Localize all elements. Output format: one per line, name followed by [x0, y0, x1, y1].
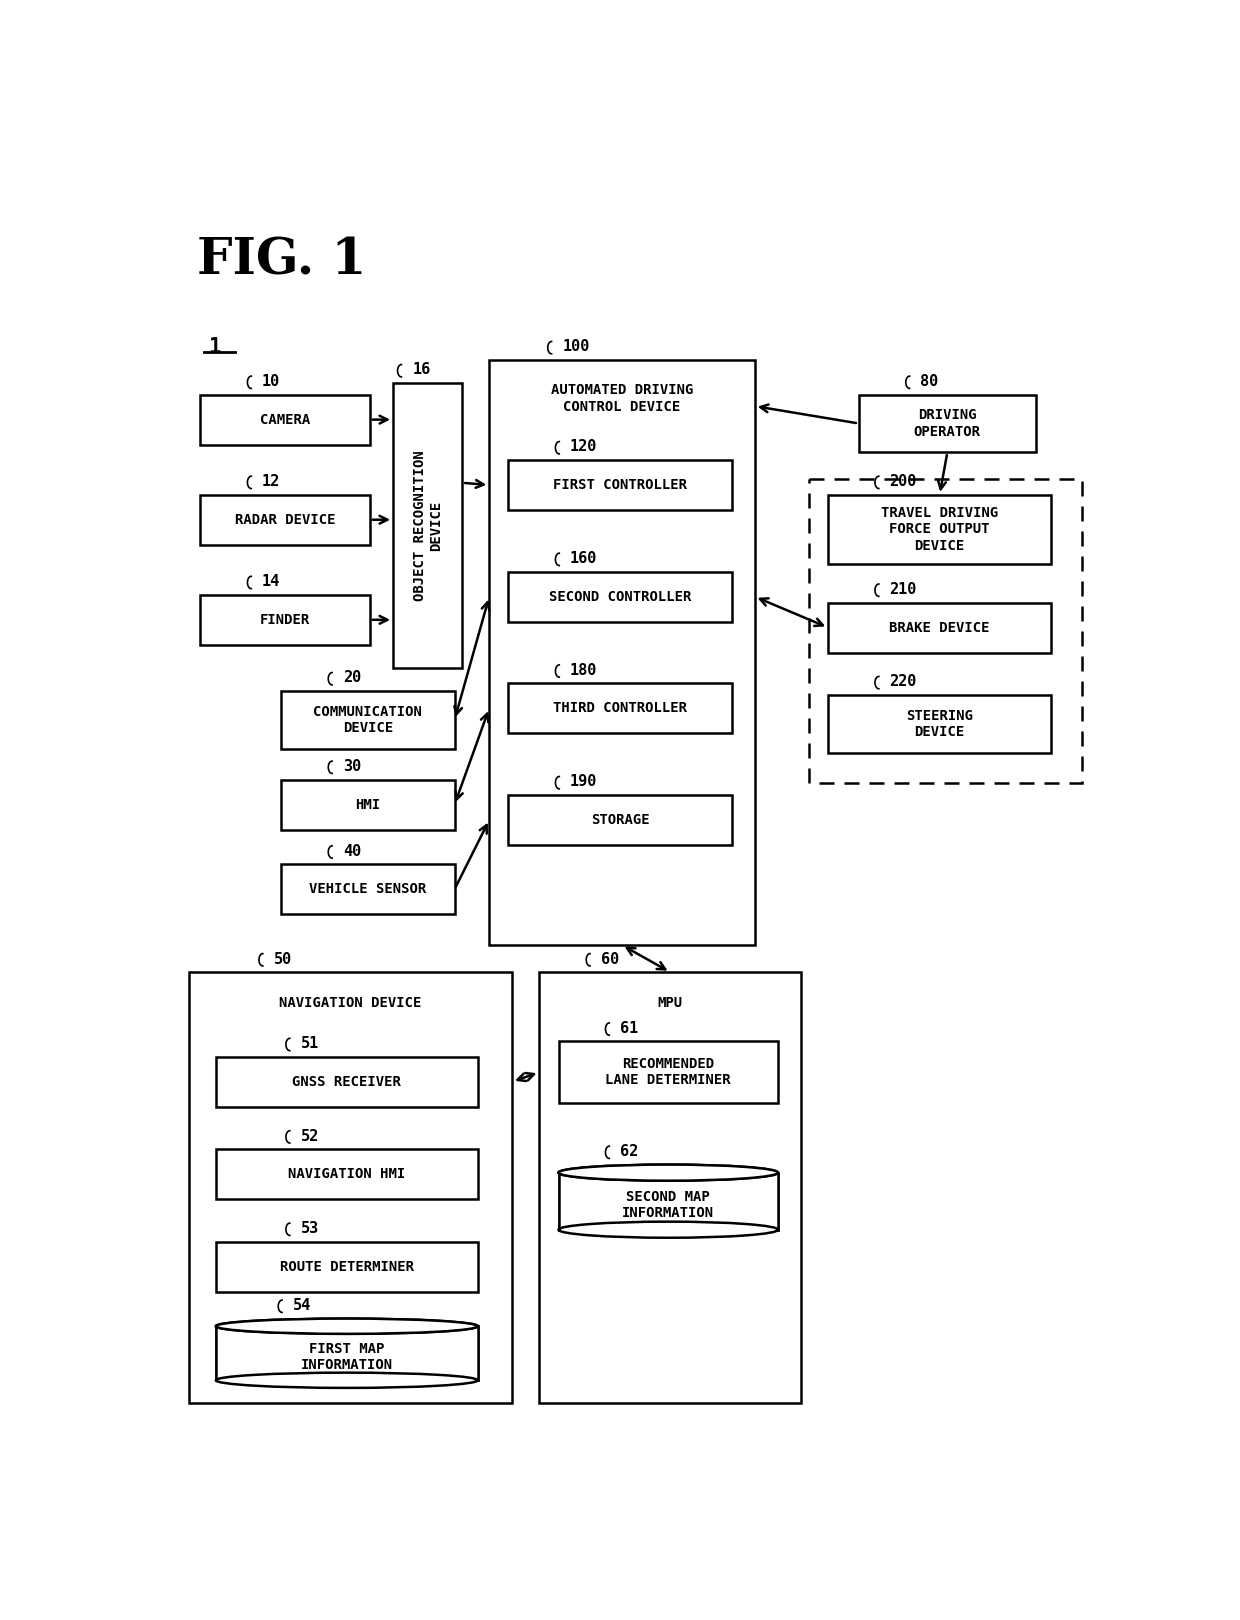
- Bar: [558, 1042, 777, 1103]
- Text: 160: 160: [570, 551, 598, 565]
- Text: FIRST MAP
INFORMATION: FIRST MAP INFORMATION: [300, 1341, 393, 1372]
- Ellipse shape: [216, 1372, 477, 1388]
- Text: MPU: MPU: [657, 996, 683, 1009]
- Text: 20: 20: [343, 671, 361, 685]
- Bar: [508, 572, 732, 622]
- Ellipse shape: [558, 1165, 777, 1181]
- Text: 80: 80: [920, 374, 939, 389]
- Bar: [281, 865, 455, 914]
- Text: SECOND CONTROLLER: SECOND CONTROLLER: [549, 590, 691, 604]
- Text: 14: 14: [262, 573, 280, 590]
- Text: 200: 200: [889, 475, 916, 489]
- Text: 54: 54: [293, 1298, 311, 1312]
- Text: 1: 1: [208, 337, 221, 356]
- Bar: [216, 1056, 477, 1106]
- Text: RECOMMENDED
LANE DETERMINER: RECOMMENDED LANE DETERMINER: [605, 1058, 732, 1087]
- Bar: [808, 480, 1083, 784]
- Text: 50: 50: [274, 951, 291, 967]
- Text: ROUTE DETERMINER: ROUTE DETERMINER: [280, 1260, 414, 1273]
- Text: NAVIGATION HMI: NAVIGATION HMI: [288, 1168, 405, 1181]
- Text: 190: 190: [570, 774, 598, 789]
- Bar: [393, 382, 463, 667]
- Text: 62: 62: [620, 1144, 639, 1158]
- Bar: [558, 1173, 777, 1230]
- Text: THIRD CONTROLLER: THIRD CONTROLLER: [553, 701, 687, 716]
- Text: 180: 180: [570, 663, 598, 677]
- Text: BRAKE DEVICE: BRAKE DEVICE: [889, 620, 990, 635]
- Bar: [508, 460, 732, 510]
- Text: 100: 100: [563, 339, 590, 355]
- Text: OBJECT RECOGNITION
DEVICE: OBJECT RECOGNITION DEVICE: [413, 450, 443, 601]
- Text: HMI: HMI: [356, 797, 381, 812]
- Bar: [201, 494, 370, 544]
- Bar: [281, 692, 455, 748]
- Text: FINDER: FINDER: [260, 612, 310, 627]
- Bar: [558, 1173, 777, 1230]
- Text: DRIVING
OPERATOR: DRIVING OPERATOR: [914, 408, 981, 439]
- Text: COMMUNICATION
DEVICE: COMMUNICATION DEVICE: [314, 705, 423, 735]
- Bar: [216, 1327, 477, 1380]
- Ellipse shape: [558, 1165, 777, 1181]
- Bar: [201, 595, 370, 645]
- Text: CAMERA: CAMERA: [260, 413, 310, 426]
- Bar: [828, 603, 1052, 653]
- Bar: [859, 395, 1035, 452]
- Bar: [216, 1241, 477, 1291]
- Text: FIRST CONTROLLER: FIRST CONTROLLER: [553, 478, 687, 492]
- Ellipse shape: [216, 1319, 477, 1333]
- Text: RADAR DEVICE: RADAR DEVICE: [234, 512, 335, 526]
- Text: GNSS RECEIVER: GNSS RECEIVER: [293, 1074, 402, 1089]
- Text: 51: 51: [300, 1037, 319, 1051]
- Bar: [490, 360, 755, 944]
- Bar: [201, 395, 370, 444]
- Bar: [828, 695, 1052, 753]
- Bar: [188, 972, 512, 1403]
- Text: SECOND MAP
INFORMATION: SECOND MAP INFORMATION: [622, 1191, 714, 1220]
- Bar: [216, 1327, 477, 1380]
- Bar: [828, 494, 1052, 564]
- Text: STEERING
DEVICE: STEERING DEVICE: [906, 708, 973, 739]
- Bar: [508, 795, 732, 846]
- Text: 60: 60: [601, 951, 619, 967]
- Text: 10: 10: [262, 374, 280, 389]
- Text: 220: 220: [889, 674, 916, 690]
- Text: 12: 12: [262, 475, 280, 489]
- Text: NAVIGATION DEVICE: NAVIGATION DEVICE: [279, 996, 422, 1009]
- Text: 61: 61: [620, 1021, 639, 1035]
- Text: AUTOMATED DRIVING
CONTROL DEVICE: AUTOMATED DRIVING CONTROL DEVICE: [551, 384, 693, 413]
- Text: TRAVEL DRIVING
FORCE OUTPUT
DEVICE: TRAVEL DRIVING FORCE OUTPUT DEVICE: [882, 505, 998, 552]
- Ellipse shape: [216, 1319, 477, 1333]
- Text: 52: 52: [300, 1129, 319, 1144]
- Text: 210: 210: [889, 582, 916, 596]
- Ellipse shape: [558, 1221, 777, 1238]
- Bar: [539, 972, 801, 1403]
- Text: FIG. 1: FIG. 1: [197, 237, 366, 285]
- Bar: [281, 779, 455, 829]
- Text: 16: 16: [412, 363, 430, 377]
- Text: STORAGE: STORAGE: [590, 813, 650, 828]
- Text: 40: 40: [343, 844, 361, 859]
- Text: VEHICLE SENSOR: VEHICLE SENSOR: [309, 883, 427, 896]
- Text: 120: 120: [570, 439, 598, 455]
- Text: 53: 53: [300, 1221, 319, 1236]
- Bar: [508, 684, 732, 734]
- Text: 30: 30: [343, 760, 361, 774]
- Bar: [216, 1149, 477, 1199]
